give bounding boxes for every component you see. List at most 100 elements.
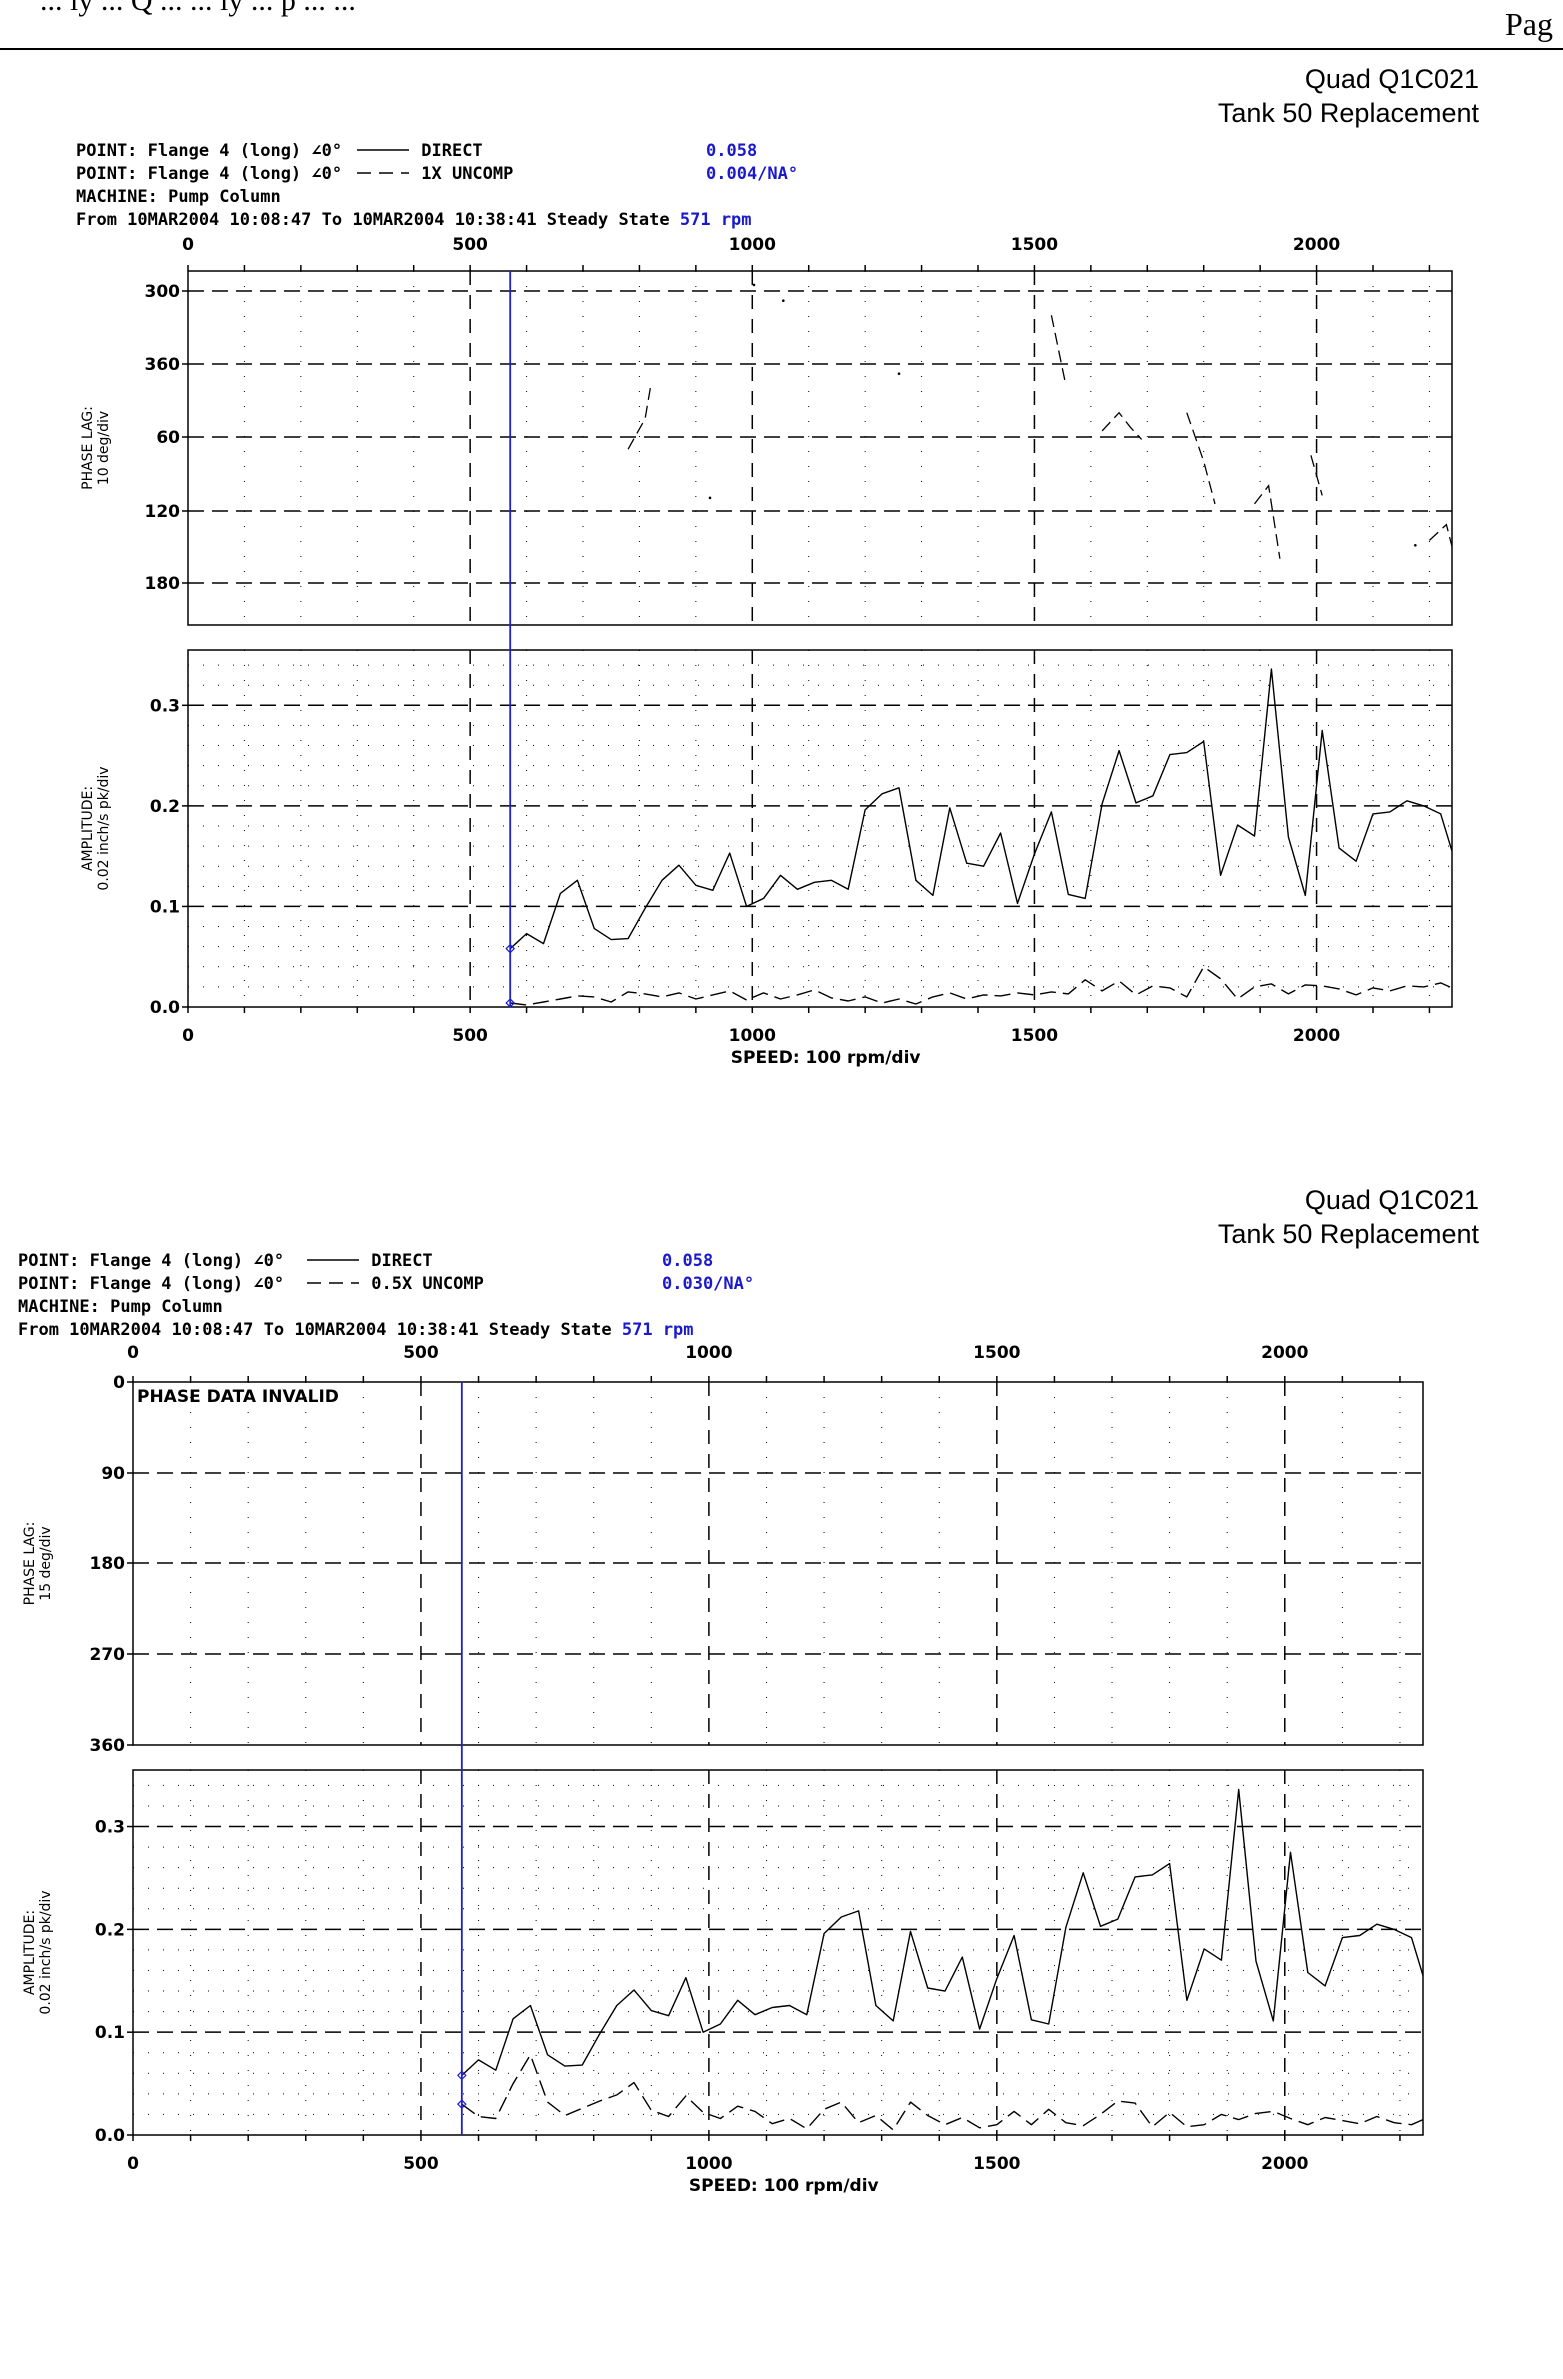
chart-1-phase-trace [1253, 484, 1281, 559]
chart-2-legend-direct: DIRECT [371, 1251, 433, 1271]
chart-2-series-direct-line [461, 1788, 1424, 2076]
chart-1-top-tick-label: 1000 [729, 235, 776, 255]
chart-2-legend-solid-swatch [307, 1259, 359, 1261]
chart-1-phase-trace [627, 385, 652, 450]
chart-1-phase-trace [1310, 455, 1323, 496]
chart-1-phase-point [782, 299, 785, 303]
chart-1-amp-axis-title-line-1: AMPLITUDE: [80, 786, 96, 871]
chart-1-title-line-1: Quad Q1C021 [1304, 64, 1479, 94]
chart-1-bottom-tick-label: 1000 [729, 1026, 776, 1046]
chart-1-point-2: POINT: Flange 4 (long) [76, 164, 302, 184]
chart-1-amp-y-label: 0.0 [150, 998, 180, 1018]
chart-1-bottom-tick-label: 0 [182, 1026, 194, 1046]
chart-1-legend-direct: DIRECT [421, 141, 483, 161]
chart-2-value-2: 0.030/NA° [662, 1274, 755, 1294]
chart-2-top-tick-label: 1500 [973, 1343, 1020, 1363]
chart-1-phase-point [752, 283, 756, 287]
chart-2-phase-y-label: 270 [90, 1645, 126, 1665]
chart-1-bottom-tick-label: 500 [452, 1026, 488, 1046]
chart-2-bottom-tick-label: 2000 [1261, 2154, 1308, 2174]
chart-2-bottom-tick-label: 500 [403, 2154, 439, 2174]
chart-1-top-tick-label: 500 [452, 235, 488, 255]
chart-1-phase-trace [1101, 411, 1143, 440]
chart-1-top-tick-label: 1500 [1011, 235, 1058, 255]
chart-2-top-tick-label: 500 [403, 1343, 439, 1363]
chart-1-info: POINT: Flange 4 (long) ∠0° POINT: Flange… [76, 140, 752, 232]
chart-2-title: Quad Q1C021 Tank 50 Replacement [1218, 1183, 1479, 1251]
chart-1-plot: 0 500 1000 1500 2000 300 360 60 120 180 PHASE LAG:… [80, 235, 1453, 1068]
chart-2-bottom-tick-label: 1000 [685, 2154, 732, 2174]
chart-1-point-1: POINT: Flange 4 (long) [76, 141, 302, 161]
chart-2-title-line-2: Tank 50 Replacement [1217, 1219, 1479, 1249]
chart-2-phase-note: PHASE DATA INVALID [137, 1387, 339, 1407]
chart-2-range: From 10MAR2004 10:08:47 To 10MAR2004 10:… [18, 1320, 612, 1340]
chart-1-phase-point [897, 372, 901, 376]
chart-1-phase-y-label: 120 [145, 502, 181, 522]
chart-2-title-line-1: Quad Q1C021 [1304, 1185, 1479, 1215]
chart-1-legend-solid-swatch [357, 149, 409, 151]
chart-1-title-line-2: Tank 50 Replacement [1217, 98, 1479, 128]
chart-2-amp-y-label: 0.3 [95, 1818, 125, 1838]
chart-1-amp-y-label: 0.3 [150, 696, 180, 716]
chart-2-top-tick-label: 2000 [1261, 1343, 1308, 1363]
chart-2-amp-axis-title-line-2: 0.02 inch/s pk/div [38, 1890, 54, 2014]
chart-1-phase-y-label: 300 [145, 282, 181, 302]
chart-1-top-tick-label: 0 [182, 235, 194, 255]
chart-2-bottom-tick-label: 1500 [973, 2154, 1020, 2174]
chart-2-legend: DIRECT 0.5X UNCOMP [305, 1250, 484, 1296]
chart-1-legend-uncomp: 1X UNCOMP [421, 164, 514, 184]
chart-2-point-1-angle: ∠0° [253, 1251, 285, 1271]
chart-1-top-tick-label: 2000 [1293, 235, 1340, 255]
chart-2-amp-y-label: 0.1 [95, 2023, 125, 2043]
chart-1-amp-axis-title-line-2: 0.02 inch/s pk/div [96, 766, 112, 890]
chart-2-phase-axis-title-line-1: PHASE LAG: [22, 1522, 38, 1606]
chart-1-series-uncomp-line [510, 966, 1453, 1006]
chart-1-phase-frame [187, 270, 1453, 626]
chart-1-point-1-angle: ∠0° [311, 141, 343, 161]
chart-1-phase-point [1414, 543, 1417, 547]
chart-1-value-1: 0.058 [706, 141, 758, 161]
chart-1-title: Quad Q1C021 Tank 50 Replacement [1218, 62, 1479, 130]
chart-1-amp-y-label: 0.2 [150, 797, 180, 817]
chart-2-phase-y-label: 90 [101, 1464, 125, 1484]
header-rule [0, 48, 1563, 50]
chart-1-phase-y-label: 180 [145, 574, 181, 594]
chart-1-amp-y-label: 0.1 [150, 897, 180, 917]
chart-2-series-uncomp-line [461, 2054, 1424, 2131]
chart-1-phase-trace [1186, 412, 1216, 505]
chart-1-rpm: 571 rpm [679, 210, 752, 230]
chart-2-bottom-tick-label: 0 [127, 2154, 139, 2174]
chart-2-top-tick-label: 0 [127, 1343, 139, 1363]
chart-2-phase-axis-title-line-2: 15 deg/div [38, 1526, 54, 1600]
chart-1-range: From 10MAR2004 10:08:47 To 10MAR2004 10:… [76, 210, 670, 230]
chart-1-bottom-tick-label: 1500 [1011, 1026, 1058, 1046]
chart-2-amp-axis-title: AMPLITUDE:0.02 inch/s pk/div [22, 1890, 54, 2014]
chart-2-amp-frame [132, 1769, 1424, 2136]
chart-2-rpm: 571 rpm [621, 1320, 694, 1340]
chart-1-phase-y-label: 60 [156, 428, 180, 448]
chart-2-legend-uncomp: 0.5X UNCOMP [371, 1274, 484, 1294]
chart-1-phase-axis-title-line-2: 10 deg/div [96, 411, 112, 485]
chart-1-bottom-tick-label: 2000 [1293, 1026, 1340, 1046]
chart-1-phase-axis-title-line-1: PHASE LAG: [80, 406, 96, 490]
chart-1-amp-frame [187, 649, 1453, 1008]
chart-1-machine: MACHINE: Pump Column [76, 187, 281, 207]
header-fragment: ... ly ... Q ... ... ly ... p ... ... [40, 0, 356, 17]
chart-2-phase-y-label: 180 [90, 1554, 126, 1574]
chart-2-machine: MACHINE: Pump Column [18, 1297, 223, 1317]
chart-1-phase-trace [1050, 315, 1067, 384]
chart-1-legend-dashed-swatch [357, 172, 409, 174]
page-label: Pag [1505, 6, 1553, 42]
chart-2-point-2: POINT: Flange 4 (long) [18, 1274, 244, 1294]
chart-1-value-2: 0.004/NA° [706, 164, 799, 184]
chart-2-point-2-angle: ∠0° [253, 1274, 285, 1294]
chart-1-amp-axis-title: AMPLITUDE:0.02 inch/s pk/div [80, 766, 112, 890]
chart-1-series-direct-line [509, 668, 1453, 950]
chart-2-legend-dashed-swatch [307, 1282, 359, 1284]
chart-1-phase-trace [1428, 523, 1453, 547]
chart-1-phase-point [708, 496, 712, 500]
chart-2-point-1: POINT: Flange 4 (long) [18, 1251, 244, 1271]
page-header: ... ly ... Q ... ... ly ... p ... ... Pa… [0, 0, 1563, 52]
chart-2-value-1: 0.058 [662, 1251, 714, 1271]
